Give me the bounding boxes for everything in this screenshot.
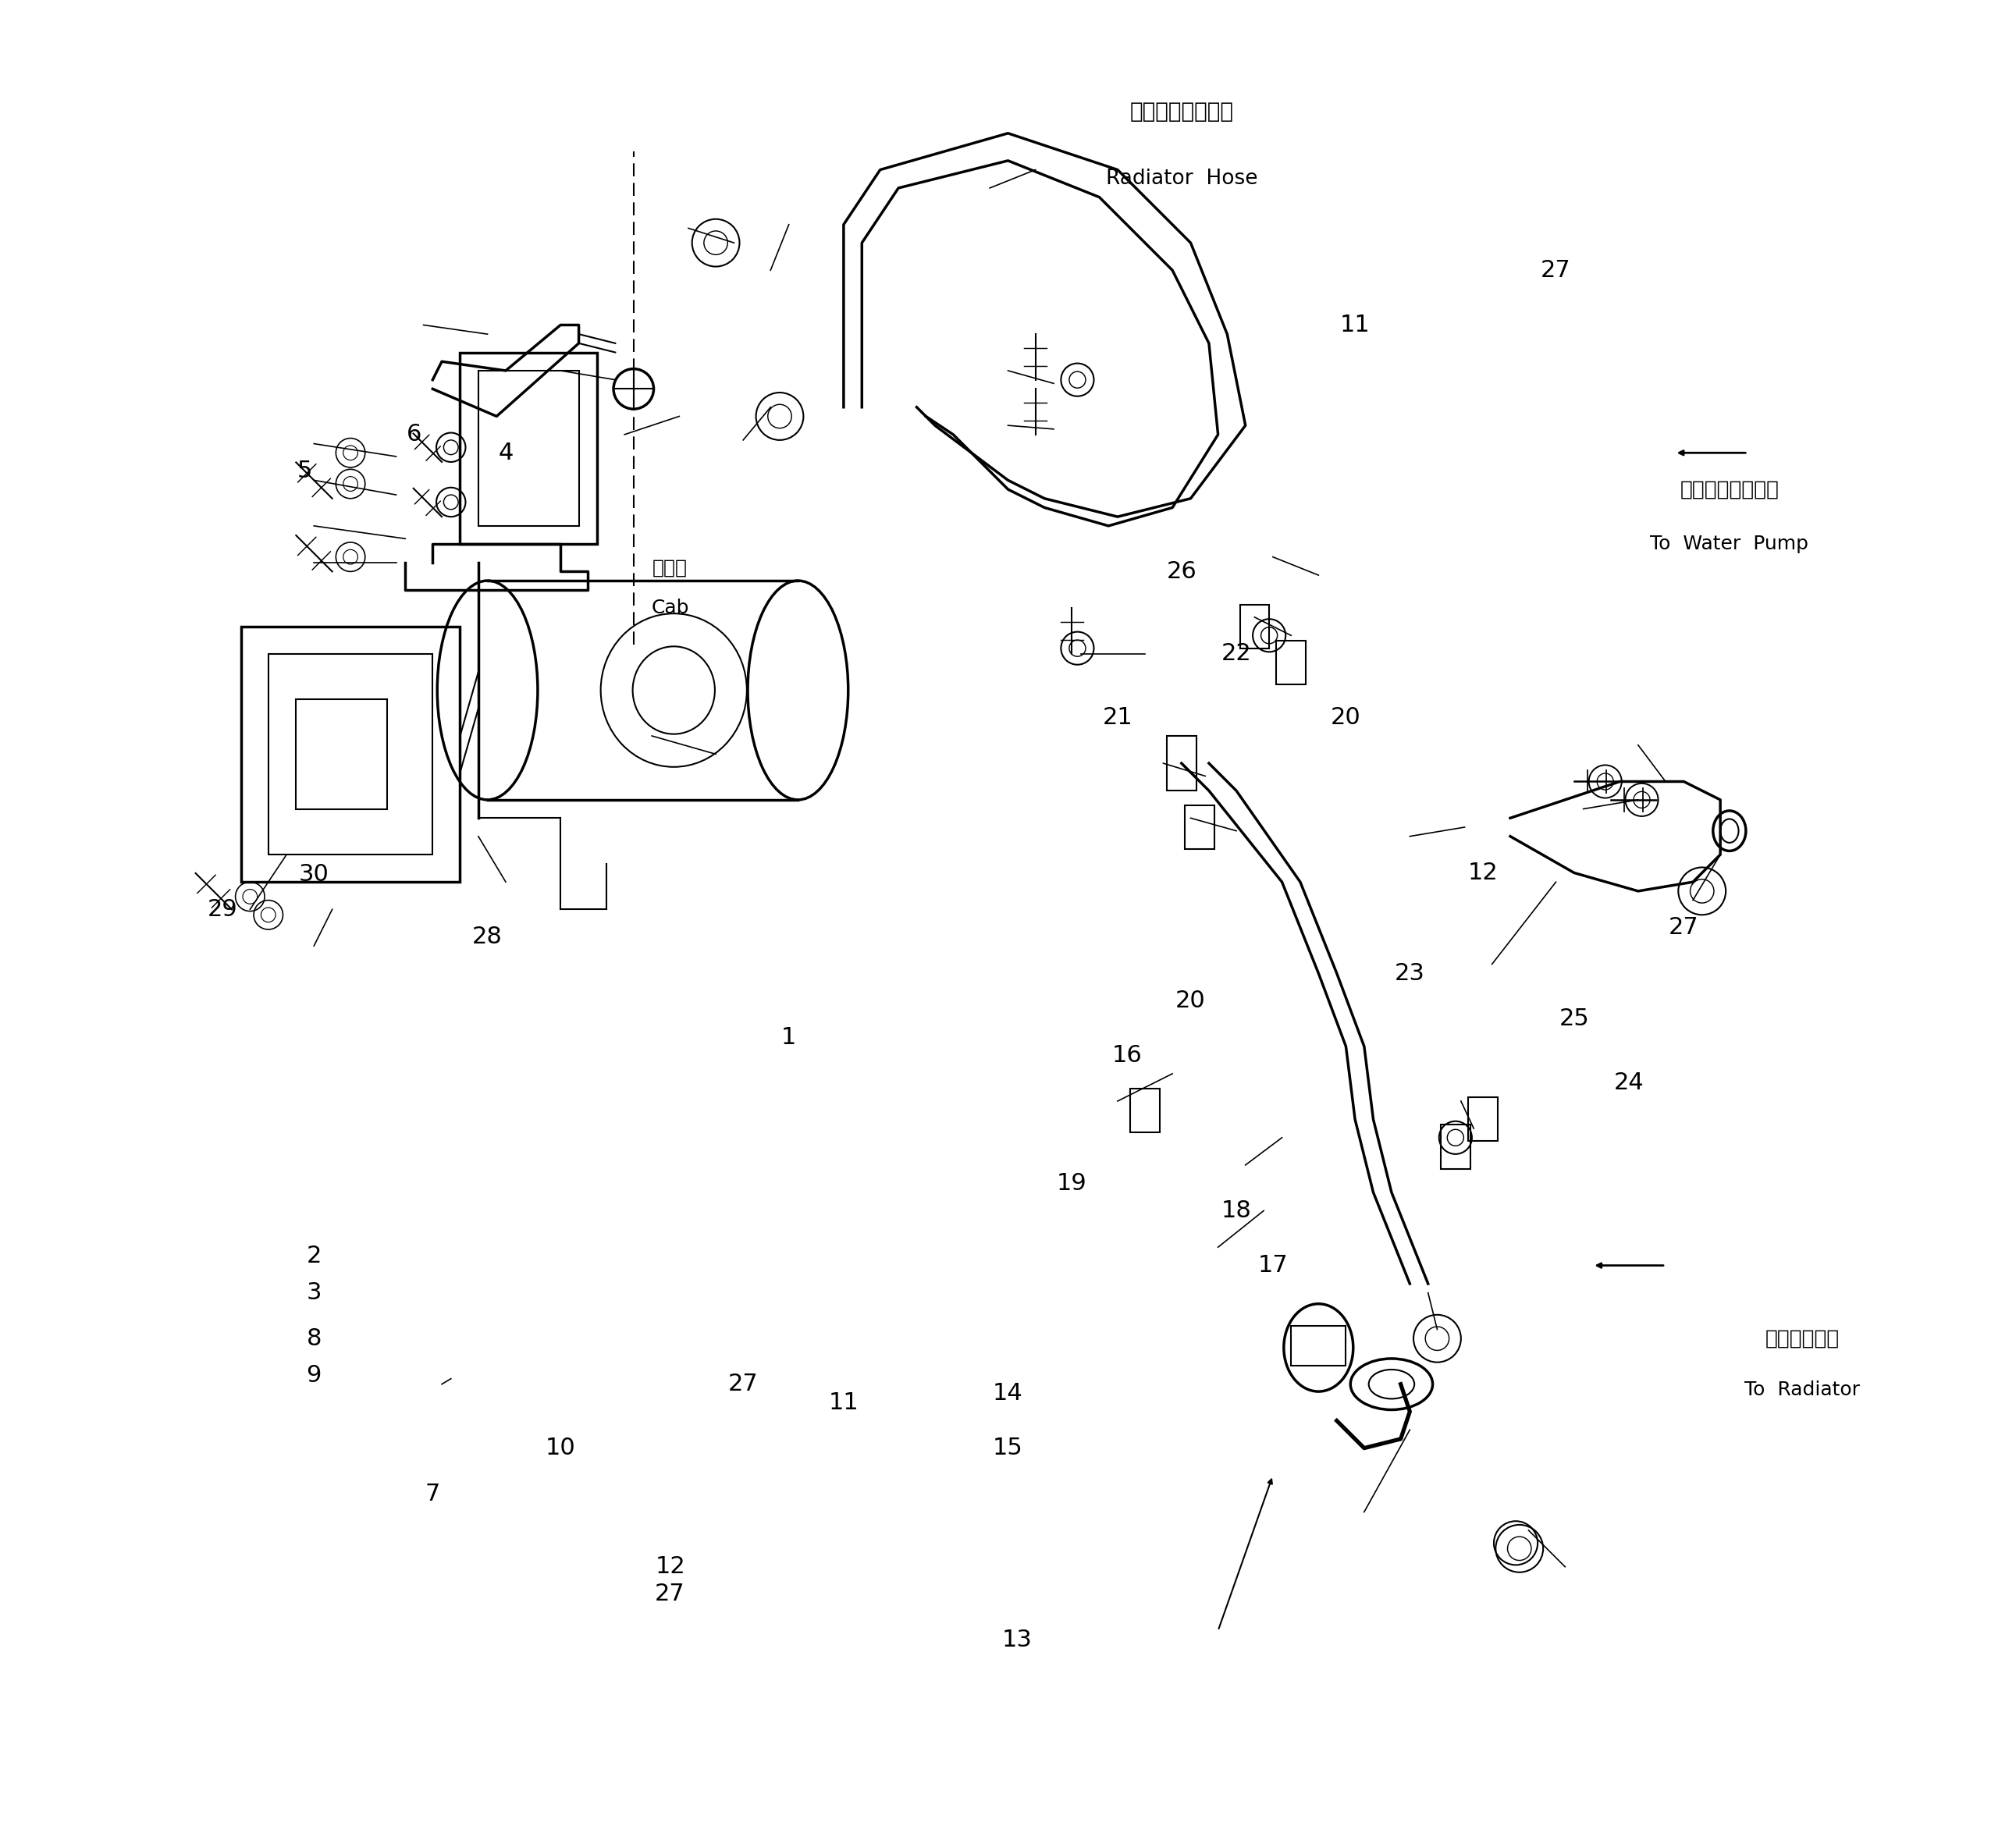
- Text: 28: 28: [472, 926, 502, 948]
- Text: 7: 7: [425, 1482, 439, 1505]
- Bar: [1468, 1097, 1498, 1141]
- Bar: [1185, 805, 1214, 849]
- Text: 1: 1: [782, 1025, 796, 1049]
- Text: 5: 5: [296, 459, 312, 483]
- Bar: [1290, 1326, 1347, 1367]
- Text: Radiator  Hose: Radiator Hose: [1105, 169, 1258, 189]
- Text: 29: 29: [208, 898, 238, 920]
- Text: 27: 27: [728, 1372, 758, 1396]
- Text: 12: 12: [1468, 862, 1498, 884]
- Text: 8: 8: [306, 1326, 323, 1350]
- Bar: [1276, 641, 1306, 685]
- Text: 25: 25: [1558, 1009, 1589, 1031]
- Text: 6: 6: [407, 423, 421, 446]
- Bar: [240, 626, 460, 882]
- Text: 11: 11: [829, 1391, 859, 1414]
- Bar: [460, 353, 597, 544]
- Text: 20: 20: [1331, 705, 1361, 729]
- Text: 30: 30: [298, 863, 329, 885]
- Text: キャブ: キャブ: [653, 558, 687, 577]
- Text: 12: 12: [655, 1556, 685, 1578]
- Text: Cab: Cab: [651, 599, 689, 617]
- Text: 27: 27: [655, 1583, 685, 1606]
- Text: To  Water  Pump: To Water Pump: [1651, 535, 1808, 553]
- Text: 11: 11: [1341, 314, 1371, 336]
- Bar: [1131, 1088, 1159, 1132]
- Text: 22: 22: [1222, 643, 1252, 665]
- Bar: [268, 654, 433, 854]
- Bar: [1167, 737, 1195, 790]
- Text: ウォータポンプへ: ウォータポンプへ: [1679, 479, 1778, 500]
- Text: ラジエータへ: ラジエータへ: [1766, 1328, 1841, 1348]
- Text: 9: 9: [306, 1363, 321, 1387]
- Text: To  Radiator: To Radiator: [1744, 1380, 1861, 1400]
- Text: 19: 19: [1056, 1172, 1087, 1194]
- Bar: [478, 371, 579, 525]
- Text: ラジエータホース: ラジエータホース: [1129, 101, 1234, 123]
- Text: 10: 10: [546, 1437, 577, 1459]
- Text: 27: 27: [1669, 917, 1699, 939]
- Bar: [1240, 604, 1270, 648]
- Text: 26: 26: [1167, 560, 1198, 582]
- Bar: [1441, 1124, 1470, 1168]
- Text: 23: 23: [1395, 963, 1425, 985]
- Text: 27: 27: [1540, 259, 1570, 281]
- Text: 21: 21: [1103, 705, 1133, 729]
- Text: 2: 2: [306, 1245, 321, 1268]
- Text: 15: 15: [992, 1437, 1024, 1459]
- Text: 20: 20: [1175, 990, 1206, 1012]
- Text: 16: 16: [1111, 1043, 1141, 1067]
- Text: 13: 13: [1002, 1629, 1032, 1651]
- Text: 24: 24: [1615, 1071, 1645, 1095]
- Text: 4: 4: [498, 441, 514, 465]
- Bar: [296, 700, 387, 808]
- Text: 17: 17: [1258, 1255, 1288, 1277]
- Text: 14: 14: [992, 1381, 1024, 1405]
- Text: 18: 18: [1222, 1200, 1252, 1222]
- Text: 3: 3: [306, 1282, 323, 1304]
